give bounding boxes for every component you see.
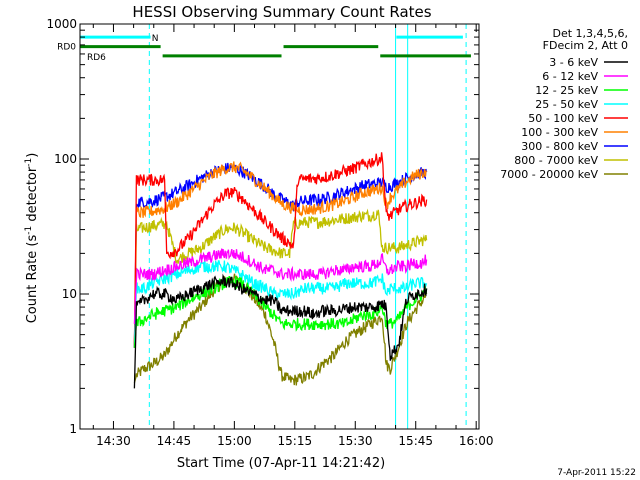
series-300-800-kev — [133, 162, 428, 348]
y-axis-label: Count Rate (s-1 detector-1) — [24, 153, 40, 324]
legend-entry-label: 7000 - 20000 keV — [500, 168, 598, 181]
chart-title: HESSI Observing Summary Count Rates — [132, 3, 431, 21]
x-tick-label: 14:45 — [157, 434, 192, 448]
flag-label-rd0: RD0 — [57, 43, 76, 53]
x-axis-label: Start Time (07-Apr-11 14:21:42) — [177, 456, 385, 471]
series-12-25-kev — [133, 275, 428, 348]
y-axis-label-main: Count Rate (s — [25, 235, 40, 324]
y-axis-label-sup1: -1 — [24, 226, 34, 235]
legend-entry-label: 300 - 800 keV — [521, 140, 598, 153]
legend-entry-label: 100 - 300 keV — [521, 126, 598, 139]
y-tick-label: 100 — [54, 152, 77, 166]
series-800-7000-kev — [133, 208, 428, 348]
y-tick-label: 1 — [69, 422, 77, 436]
legend-entry-label: 800 - 7000 keV — [514, 154, 598, 167]
series-6-12-kev — [133, 248, 428, 324]
y-axis-label-sup2: -1 — [24, 158, 34, 167]
series-lines — [133, 152, 428, 389]
x-tick-label: 16:00 — [459, 434, 494, 448]
x-tick-label: 15:15 — [278, 434, 313, 448]
x-tick-label: 15:00 — [217, 434, 252, 448]
timestamp: 7-Apr-2011 15:22 — [557, 468, 636, 478]
series-100-300-kev — [133, 161, 428, 348]
x-tick-label: 14:30 — [96, 434, 131, 448]
legend-entry-label: 3 - 6 keV — [549, 56, 598, 69]
flag-label-rd6: RD6 — [87, 53, 106, 63]
series-3-6-kev — [133, 273, 428, 389]
legend-header-line: FDecim 2, Att 0 — [543, 39, 628, 52]
y-axis-label-end: ) — [25, 153, 40, 158]
axes: 14:30 14:45 15:00 15:15 15:30 15:45 16:00 1 10 10… — [46, 17, 493, 448]
legend-entry-label: 50 - 100 keV — [528, 112, 598, 125]
legend-entry-label: 12 - 25 keV — [535, 84, 598, 97]
x-tick-label: 15:45 — [398, 434, 433, 448]
legend-entry-label: 6 - 12 keV — [542, 70, 598, 83]
legend-header-line: Det 1,3,4,5,6, — [552, 27, 628, 40]
y-tick-label: 1000 — [46, 17, 77, 31]
series-50-100-kev — [133, 152, 428, 348]
flag-label-n: N — [152, 34, 159, 44]
y-tick-label: 10 — [62, 287, 77, 301]
y-axis-label-mid: detector — [25, 166, 40, 226]
x-tick-label: 15:30 — [338, 434, 373, 448]
legend: Det 1,3,4,5,6,FDecim 2, Att 0 3 - 6 keV6 … — [500, 27, 628, 181]
series-25-50-kev — [133, 260, 428, 348]
series-7000-20000-kev — [133, 273, 428, 386]
plot-frame — [79, 23, 480, 430]
legend-entry-label: 25 - 50 keV — [535, 98, 598, 111]
flag-bars: N RD0 RD6 — [57, 34, 471, 63]
